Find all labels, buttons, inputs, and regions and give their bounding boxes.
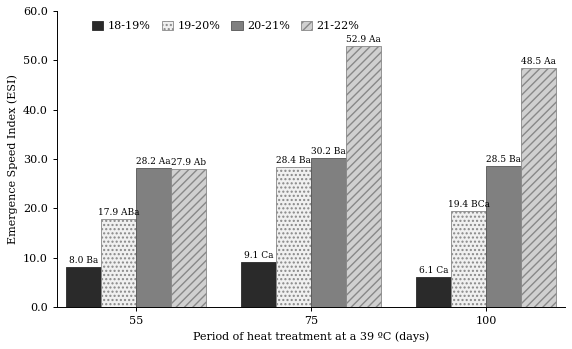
X-axis label: Period of heat treatment at a 39 ºC (days): Period of heat treatment at a 39 ºC (day… <box>193 332 429 342</box>
Bar <box>311 158 346 307</box>
Bar <box>416 277 451 307</box>
Text: 30.2 Ba: 30.2 Ba <box>311 147 346 156</box>
Text: 28.5 Ba: 28.5 Ba <box>486 155 521 164</box>
Bar <box>241 262 276 307</box>
Text: 6.1 Ca: 6.1 Ca <box>419 266 448 275</box>
Bar <box>101 218 136 307</box>
Text: 17.9 ABa: 17.9 ABa <box>98 208 139 217</box>
Bar <box>171 169 206 307</box>
Y-axis label: Emergence Speed Index (ESI): Emergence Speed Index (ESI) <box>7 74 18 244</box>
Bar <box>276 167 311 307</box>
Text: 28.2 Aa: 28.2 Aa <box>136 157 170 166</box>
Text: 27.9 Ab: 27.9 Ab <box>171 158 206 167</box>
Text: 9.1 Ca: 9.1 Ca <box>244 251 273 260</box>
Bar <box>66 267 101 307</box>
Bar <box>136 168 171 307</box>
Bar <box>451 211 486 307</box>
Text: 52.9 Aa: 52.9 Aa <box>346 35 381 44</box>
Bar <box>486 166 521 307</box>
Text: 19.4 BCa: 19.4 BCa <box>448 200 490 209</box>
Bar <box>346 46 381 307</box>
Text: 8.0 Ba: 8.0 Ba <box>69 257 98 266</box>
Legend: 18-19%, 19-20%, 20-21%, 21-22%: 18-19%, 19-20%, 20-21%, 21-22% <box>88 16 364 36</box>
Text: 28.4 Ba: 28.4 Ba <box>276 156 311 165</box>
Text: 48.5 Aa: 48.5 Aa <box>521 57 557 66</box>
Bar <box>521 68 557 307</box>
